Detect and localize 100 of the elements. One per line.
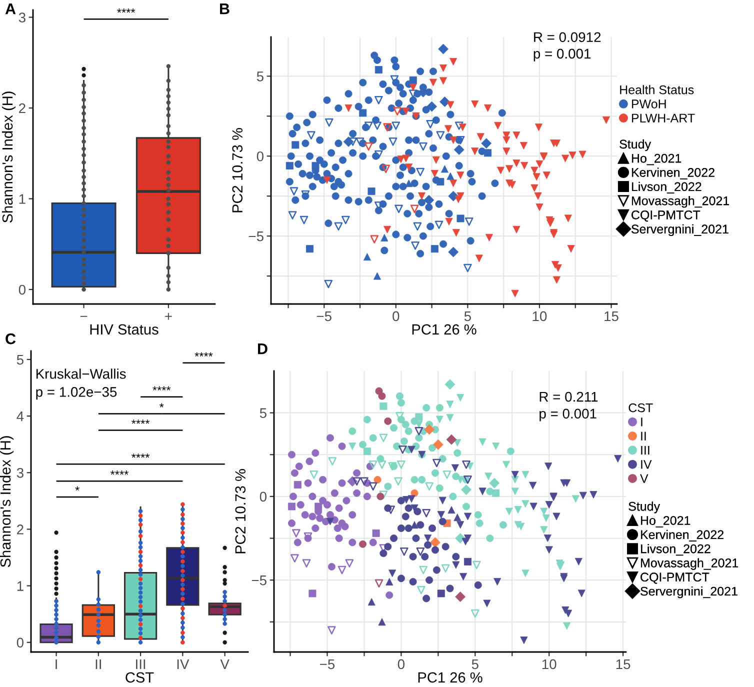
x-tick-label: 0	[398, 659, 405, 670]
x-tick-label: 10	[532, 311, 547, 322]
point	[338, 566, 346, 574]
point	[400, 547, 408, 556]
y-tick-label: 0	[16, 638, 24, 648]
point	[378, 460, 386, 469]
y-axis-title: PC2 10.73 %	[232, 128, 243, 212]
point	[374, 96, 383, 104]
x-tick-label: 5	[464, 311, 471, 322]
point	[397, 460, 406, 469]
x-axis-title: PC1 26 %	[418, 672, 482, 683]
y-axis-title: PC2 10.73 %	[235, 469, 246, 554]
point	[470, 609, 480, 618]
point	[436, 131, 445, 140]
point	[464, 217, 474, 226]
point	[413, 222, 422, 231]
point	[328, 626, 336, 634]
point	[328, 457, 337, 466]
legend-label: CQI-PMTCT	[640, 572, 710, 584]
point	[410, 204, 419, 214]
point	[368, 460, 378, 469]
point	[356, 138, 364, 146]
y-tick-label: 1	[17, 581, 24, 591]
point	[408, 90, 418, 98]
y-tick-label: 3	[18, 12, 26, 22]
y-tick-label: 2	[19, 103, 26, 114]
x-tick-label: IV	[177, 659, 190, 670]
annotation: ****	[194, 352, 213, 356]
x-tick-label: III	[136, 659, 146, 670]
point	[368, 482, 378, 491]
point	[307, 131, 316, 140]
legend-label: V	[640, 474, 648, 483]
point	[441, 564, 450, 573]
y-tick-label: 0	[260, 492, 267, 502]
legend-label: III	[641, 446, 650, 455]
point	[324, 280, 333, 288]
point	[373, 122, 382, 130]
point	[302, 559, 311, 568]
point	[352, 477, 361, 486]
y-tick-label: 5	[260, 408, 266, 418]
point	[416, 586, 426, 594]
point	[454, 122, 464, 130]
chart-title: B	[220, 4, 230, 14]
legend-label: PWoH	[632, 100, 666, 108]
point	[379, 434, 388, 442]
point	[374, 150, 383, 159]
legend-label: Servergnini_2021	[640, 586, 738, 598]
point	[462, 460, 470, 469]
x-tick-label: 15	[616, 659, 630, 670]
point	[419, 142, 428, 151]
annotation: ****	[110, 470, 128, 475]
point	[364, 122, 373, 130]
legend-label: Movassagh_2021	[632, 196, 730, 208]
point	[419, 566, 428, 574]
legend-label: II	[641, 432, 646, 440]
point	[334, 222, 343, 231]
legend-label: I	[641, 418, 642, 426]
x-tick-label: II	[96, 659, 101, 670]
point	[388, 138, 398, 146]
x-tick-label: 5	[472, 659, 478, 670]
legend-label: PLWH-ART	[632, 114, 695, 122]
point	[393, 107, 402, 116]
x-axis-title: HIV Status	[90, 324, 158, 335]
legend-label: Livson_2022	[641, 544, 710, 556]
text: Health Status	[620, 85, 694, 94]
legend-label: Ho_2021	[641, 516, 690, 528]
point	[310, 470, 318, 479]
point	[394, 477, 402, 486]
point	[392, 122, 400, 130]
point	[300, 216, 308, 224]
point	[434, 220, 444, 230]
annotation: Kruskal−Wallis	[36, 368, 126, 379]
point	[374, 579, 384, 588]
annotation: p = 0.001	[534, 48, 591, 62]
annotation: ****	[117, 8, 136, 13]
point	[411, 241, 420, 250]
point	[290, 554, 299, 562]
legend-label: Kervinen_2022	[632, 168, 714, 180]
legend-label: Kervinen_2022	[641, 530, 724, 542]
point	[379, 490, 388, 499]
y-axis-title: Shannon's Index (H)	[0, 436, 14, 568]
point	[414, 427, 424, 436]
x-axis-title: PC1 26 %	[412, 324, 476, 335]
x-tick-label: I	[56, 659, 57, 670]
text: Study	[620, 139, 652, 152]
x-tick-label: V	[220, 659, 230, 670]
x-tick-label: +	[165, 312, 172, 320]
point	[370, 235, 379, 244]
point	[364, 142, 373, 151]
point	[442, 470, 452, 479]
chart-title: C	[6, 333, 16, 344]
text: CST	[628, 403, 653, 412]
chart-title: A	[5, 4, 16, 14]
y-tick-label: 5	[16, 354, 24, 365]
annotation: R = 0.0912	[534, 32, 601, 42]
point	[422, 509, 430, 518]
point	[345, 559, 354, 568]
legend-label: Livson_2022	[632, 182, 702, 194]
x-tick-label: −	[80, 316, 88, 317]
legend-label: Ho_2021	[632, 154, 682, 166]
